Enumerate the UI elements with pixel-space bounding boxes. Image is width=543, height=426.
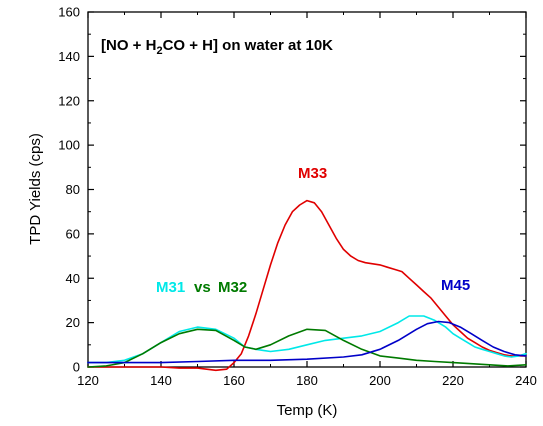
series-layer [87,199,527,372]
label-m32: M32 [218,279,247,296]
label-m33: M33 [298,165,327,182]
y-tick-label: 140 [58,49,80,64]
series-line-m32 [87,328,527,368]
series-line-m31 [87,315,527,364]
x-tick-label: 200 [369,373,391,388]
chart-annotation: [NO + H2CO + H] on water at 10K [101,37,333,57]
x-tick-label: 220 [442,373,464,388]
y-axis-title: TPD Yields (cps) [27,133,44,245]
x-tick-label: 140 [150,373,172,388]
y-tick-label: 40 [66,271,80,286]
plot-frame [87,11,527,368]
axes: 120 140 160 180 200 220 240 0 20 40 60 80 100 120 140 1… [58,5,537,389]
label-m45: M45 [441,277,470,294]
y-tick-label: 100 [58,138,80,153]
y-tick-label: 120 [58,93,80,108]
label-m31: M31 [156,279,185,296]
y-tick-label: 80 [66,182,80,197]
y-tick-label: 160 [58,5,80,20]
subscript-2: 2 [156,45,162,57]
y-tick-label: 60 [66,226,80,241]
x-axis-title: Temp (K) [277,402,338,419]
x-tick-label: 180 [296,373,318,388]
series-line-m33 [87,199,527,372]
x-tick-label: 240 [515,373,537,388]
x-tick-label: 160 [223,373,245,388]
x-tick-label: 120 [77,373,99,388]
label-vs: vs [194,279,211,296]
y-tick-label: 0 [73,360,80,375]
y-tick-label: 20 [66,315,80,330]
series-line-m45 [87,320,527,364]
